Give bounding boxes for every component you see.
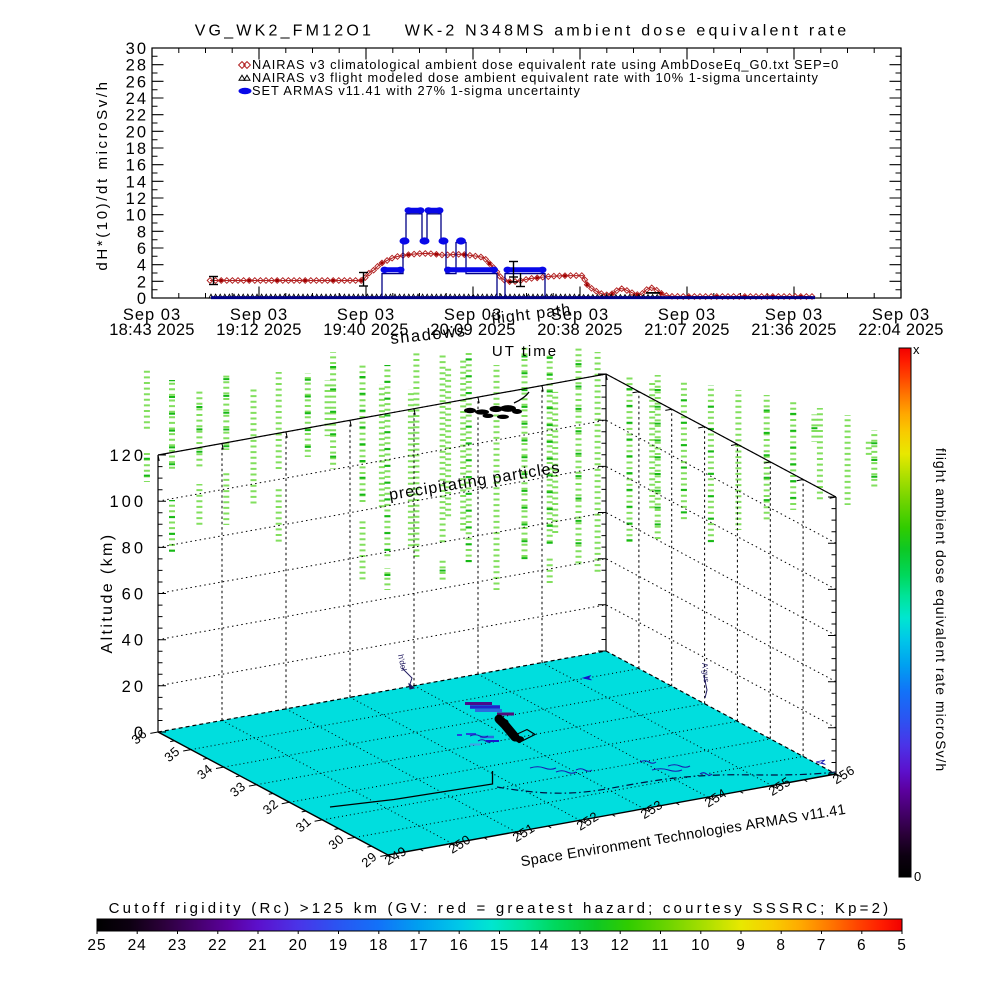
svg-text:12: 12	[126, 190, 148, 208]
svg-text:flight ambient dose equivalent: flight ambient dose equivalent rate micr…	[933, 448, 949, 772]
svg-text:12: 12	[611, 937, 630, 954]
svg-text:13: 13	[570, 937, 589, 954]
svg-text:22: 22	[208, 937, 227, 954]
svg-text:18:43 2025: 18:43 2025	[109, 321, 195, 339]
svg-text:19:12 2025: 19:12 2025	[216, 321, 302, 339]
svg-text:15: 15	[490, 937, 509, 954]
svg-text:VG_WK2_FM12O1 WK-2 N348MS a: VG_WK2_FM12O1 WK-2 N348MS ambient dose e…	[195, 23, 850, 40]
svg-text:21: 21	[248, 937, 267, 954]
svg-text:25: 25	[87, 937, 106, 954]
svg-text:0: 0	[134, 724, 146, 742]
svg-text:18: 18	[369, 937, 388, 954]
svg-text:23: 23	[168, 937, 187, 954]
svg-text:20: 20	[289, 937, 308, 954]
svg-text:Sep 03: Sep 03	[765, 306, 823, 324]
svg-text:80: 80	[122, 539, 146, 557]
svg-text:SET ARMAS v11.41 with 27% 1-si: SET ARMAS v11.41 with 27% 1-sigma uncert…	[252, 83, 581, 98]
svg-text:14: 14	[530, 937, 549, 954]
svg-text:x: x	[913, 342, 920, 357]
svg-text:22:04 2025: 22:04 2025	[858, 321, 944, 339]
svg-text:Sep 03: Sep 03	[444, 306, 502, 324]
svg-text:dH*(10)/dt microSv/h: dH*(10)/dt microSv/h	[94, 79, 111, 270]
svg-text:h'del: h'del	[396, 654, 408, 672]
svg-text:28: 28	[126, 57, 148, 75]
svg-text:0: 0	[914, 869, 921, 884]
svg-text:2: 2	[137, 273, 148, 291]
svg-text:120: 120	[109, 447, 146, 465]
svg-text:5: 5	[897, 937, 907, 954]
svg-text:17: 17	[409, 937, 428, 954]
svg-text:20: 20	[126, 123, 148, 141]
svg-text:100: 100	[109, 493, 146, 511]
svg-text:19:40 2025: 19:40 2025	[323, 321, 409, 339]
svg-text:26: 26	[126, 73, 148, 91]
svg-text:6: 6	[137, 240, 148, 258]
svg-text:10: 10	[691, 937, 710, 954]
svg-text:21:36 2025: 21:36 2025	[751, 321, 837, 339]
svg-text:20:09 2025: 20:09 2025	[430, 321, 516, 339]
svg-text:14: 14	[126, 173, 148, 191]
svg-text:18: 18	[126, 140, 148, 158]
svg-text:19: 19	[329, 937, 348, 954]
svg-text:7: 7	[817, 937, 827, 954]
svg-text:NAIRAS v3 climatological ambie: NAIRAS v3 climatological ambient dose eq…	[252, 57, 839, 72]
svg-text:10: 10	[126, 207, 148, 225]
svg-text:20:38 2025: 20:38 2025	[537, 321, 623, 339]
svg-text:4: 4	[137, 257, 148, 275]
svg-text:9: 9	[736, 937, 746, 954]
svg-text:40: 40	[122, 632, 146, 650]
svg-text:Sep 03: Sep 03	[658, 306, 716, 324]
svg-text:NAIRAS v3 flight modeled dose: NAIRAS v3 flight modeled dose ambient eq…	[252, 70, 819, 85]
svg-text:22: 22	[126, 107, 148, 125]
svg-text:8: 8	[137, 223, 148, 241]
svg-text:6: 6	[857, 937, 867, 954]
svg-text:Sep 03: Sep 03	[123, 306, 181, 324]
svg-text:Sep 03: Sep 03	[872, 306, 930, 324]
svg-text:UT time: UT time	[492, 343, 558, 360]
svg-text:24: 24	[128, 937, 147, 954]
svg-text:A'gus: A'gus	[700, 662, 711, 683]
svg-text:60: 60	[122, 586, 146, 604]
svg-text:Sep 03: Sep 03	[551, 306, 609, 324]
svg-text:21:07 2025: 21:07 2025	[644, 321, 730, 339]
svg-text:20: 20	[122, 678, 146, 696]
svg-text:8: 8	[776, 937, 786, 954]
svg-text:30: 30	[126, 40, 148, 58]
svg-text:16: 16	[450, 937, 469, 954]
svg-text:Sep 03: Sep 03	[230, 306, 288, 324]
svg-text:Cutoff rigidity (Rc) >125 km (: Cutoff rigidity (Rc) >125 km (GV: red = …	[109, 900, 892, 917]
svg-text:0: 0	[137, 290, 148, 308]
svg-text:11: 11	[651, 937, 669, 954]
svg-text:Sep 03: Sep 03	[337, 306, 395, 324]
svg-text:24: 24	[126, 90, 148, 108]
svg-text:16: 16	[126, 157, 148, 175]
svg-text:Altitude (km): Altitude (km)	[99, 533, 116, 654]
